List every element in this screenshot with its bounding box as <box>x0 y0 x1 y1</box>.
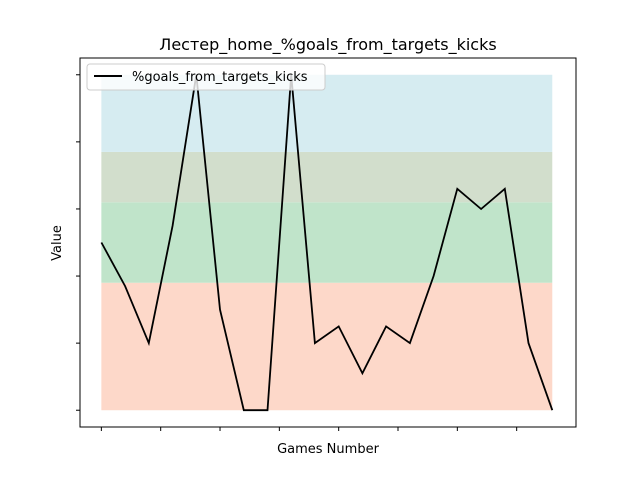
series-line-0 <box>100 74 554 412</box>
band-0 <box>101 282 553 411</box>
chart-title: Лестер_home_%goals_from_targets_kicks <box>159 35 496 55</box>
background-bands <box>101 74 553 411</box>
band-1 <box>101 202 553 283</box>
y-axis-label: Value <box>50 225 65 261</box>
y-axis-ticks <box>76 74 80 411</box>
legend-box <box>86 63 326 91</box>
plot-area-frame <box>79 57 577 428</box>
band-2 <box>101 151 553 203</box>
x-axis-ticks <box>100 427 518 431</box>
legend: %goals_from_targets_kicks <box>86 63 326 91</box>
legend-label: %goals_from_targets_kicks <box>132 70 308 85</box>
x-axis-label: Games Number <box>277 442 379 457</box>
series-lines <box>100 74 554 412</box>
